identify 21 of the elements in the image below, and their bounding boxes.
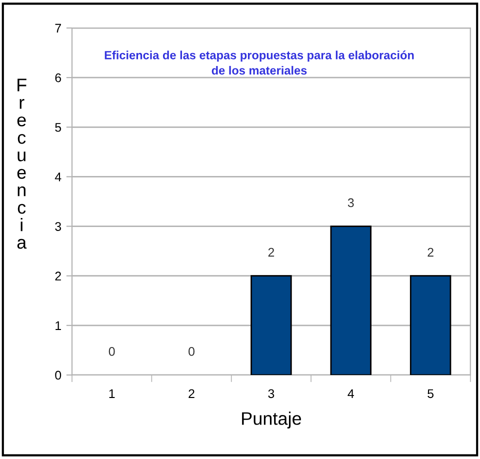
data-label: 0 bbox=[188, 347, 195, 356]
x-tick-label: 3 bbox=[268, 389, 274, 398]
data-label: 2 bbox=[268, 248, 274, 257]
y-tick-label: 5 bbox=[55, 123, 62, 132]
y-tick-label: 7 bbox=[55, 24, 61, 33]
x-tick-label: 2 bbox=[188, 389, 194, 398]
x-tick-label: 4 bbox=[348, 389, 354, 398]
x-tick-label: 5 bbox=[428, 389, 434, 398]
text: Eficiencia de las etapas propuestas para la elaboración de los materiales bbox=[104, 50, 414, 75]
y-tick-label: 3 bbox=[55, 222, 62, 231]
y-tick-label: 2 bbox=[55, 272, 61, 280]
y-tick-label: 1 bbox=[56, 321, 61, 330]
data-label: 3 bbox=[348, 198, 354, 208]
y-tick-label: 4 bbox=[54, 172, 62, 182]
x-axis-title: Puntaje bbox=[242, 412, 302, 428]
text: Frecuencia bbox=[17, 78, 27, 249]
y-tick-label: 6 bbox=[55, 73, 62, 82]
x-tick-label: 1 bbox=[109, 389, 115, 398]
data-label: 2 bbox=[428, 248, 434, 257]
data-label: 0 bbox=[108, 347, 115, 356]
y-tick-label: 0 bbox=[55, 370, 62, 380]
